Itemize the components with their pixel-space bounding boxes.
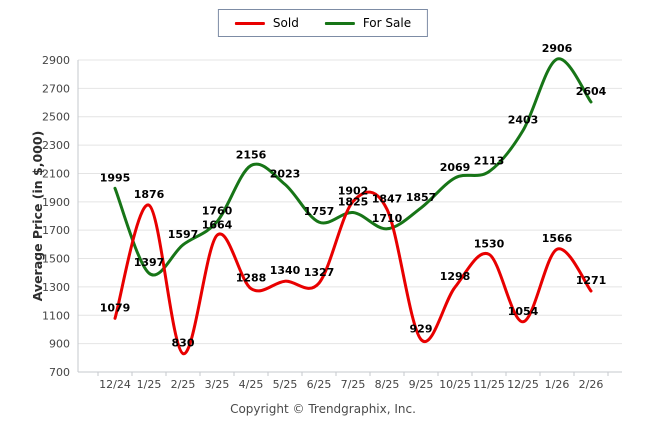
y-tick-label: 2300 bbox=[42, 139, 70, 152]
data-label: 2069 bbox=[440, 161, 471, 174]
y-tick-label: 1900 bbox=[42, 196, 70, 209]
x-tick-label: 11/25 bbox=[473, 378, 505, 391]
y-axis-title: Average Price (in $,000) bbox=[30, 131, 45, 302]
data-label: 1340 bbox=[270, 264, 301, 277]
data-label: 2023 bbox=[270, 167, 301, 180]
data-label: 1327 bbox=[304, 266, 335, 279]
data-label: 1757 bbox=[304, 205, 335, 218]
legend-label-for-sale: For Sale bbox=[362, 16, 412, 30]
for-sale-line-swatch bbox=[324, 21, 355, 25]
y-tick-label: 2100 bbox=[42, 167, 70, 180]
data-label: 1664 bbox=[202, 218, 233, 231]
x-tick-label: 3/25 bbox=[205, 378, 230, 391]
y-tick-label: 700 bbox=[49, 366, 70, 379]
x-tick-label: 1/26 bbox=[545, 378, 570, 391]
data-label: 1995 bbox=[100, 171, 131, 184]
data-label: 1397 bbox=[134, 256, 165, 269]
x-tick-label: 7/25 bbox=[341, 378, 366, 391]
y-tick-label: 1100 bbox=[42, 309, 70, 322]
data-label: 2156 bbox=[236, 149, 267, 162]
x-tick-label: 8/25 bbox=[375, 378, 400, 391]
series-layer bbox=[113, 57, 593, 356]
legend-item-sold: Sold bbox=[234, 16, 299, 30]
sold-line-swatch bbox=[234, 21, 265, 25]
data-label: 1825 bbox=[338, 196, 369, 209]
series-line-sold bbox=[113, 190, 593, 356]
data-label: 2403 bbox=[508, 114, 539, 127]
y-tick-label: 1700 bbox=[42, 224, 70, 237]
legend-label-sold: Sold bbox=[272, 16, 299, 30]
axis-layer: 12/24 1/25 2/25 3/25 4/25 5/25 6/25 7/25 8/25 9/2… bbox=[77, 60, 622, 391]
data-label: 1597 bbox=[168, 228, 199, 241]
data-label: 1876 bbox=[134, 188, 165, 201]
grid-layer: 700 900 1100 1300 1500 1700 1900 2100 2300 2500 27… bbox=[42, 54, 622, 379]
x-tick-label: 9/25 bbox=[409, 378, 434, 391]
data-label: 1271 bbox=[576, 274, 607, 287]
data-label: 1079 bbox=[100, 301, 131, 314]
y-tick-label: 2700 bbox=[42, 82, 70, 95]
x-tick-label: 10/25 bbox=[439, 378, 471, 391]
y-tick-label: 1300 bbox=[42, 281, 70, 294]
x-tick-label: 12/25 bbox=[507, 378, 539, 391]
x-tick-label: 5/25 bbox=[273, 378, 298, 391]
x-tick-label: 2/25 bbox=[171, 378, 196, 391]
data-label: 1054 bbox=[508, 305, 539, 318]
legend-item-for-sale: For Sale bbox=[324, 16, 412, 30]
data-label: 1760 bbox=[202, 205, 233, 218]
x-tick-label: 6/25 bbox=[307, 378, 332, 391]
x-tick-label: 12/24 bbox=[99, 378, 131, 391]
data-label: 1902 bbox=[338, 185, 369, 198]
y-tick-label: 1500 bbox=[42, 253, 70, 266]
data-label: 1710 bbox=[372, 212, 403, 225]
copyright-text: Copyright © Trendgraphix, Inc. bbox=[230, 402, 416, 416]
data-label: 830 bbox=[172, 337, 195, 350]
data-label: 2604 bbox=[576, 85, 607, 98]
x-tick-label: 1/25 bbox=[137, 378, 162, 391]
y-tick-label: 2900 bbox=[42, 54, 70, 67]
x-tick-label: 2/26 bbox=[579, 378, 604, 391]
data-label: 1847 bbox=[372, 192, 403, 205]
data-label: 1298 bbox=[440, 270, 471, 283]
data-label: 1530 bbox=[474, 237, 505, 250]
x-tick-label: 4/25 bbox=[239, 378, 264, 391]
legend: Sold For Sale bbox=[217, 9, 429, 37]
data-label: 2906 bbox=[542, 42, 573, 55]
data-label: 929 bbox=[410, 323, 433, 336]
data-label: 2113 bbox=[474, 155, 505, 168]
y-tick-label: 900 bbox=[49, 338, 70, 351]
y-tick-label: 2500 bbox=[42, 111, 70, 124]
series-line-for-sale bbox=[113, 57, 593, 277]
data-label: 1857 bbox=[406, 191, 437, 204]
data-label: 1566 bbox=[542, 232, 573, 245]
data-label: 1288 bbox=[236, 272, 267, 285]
